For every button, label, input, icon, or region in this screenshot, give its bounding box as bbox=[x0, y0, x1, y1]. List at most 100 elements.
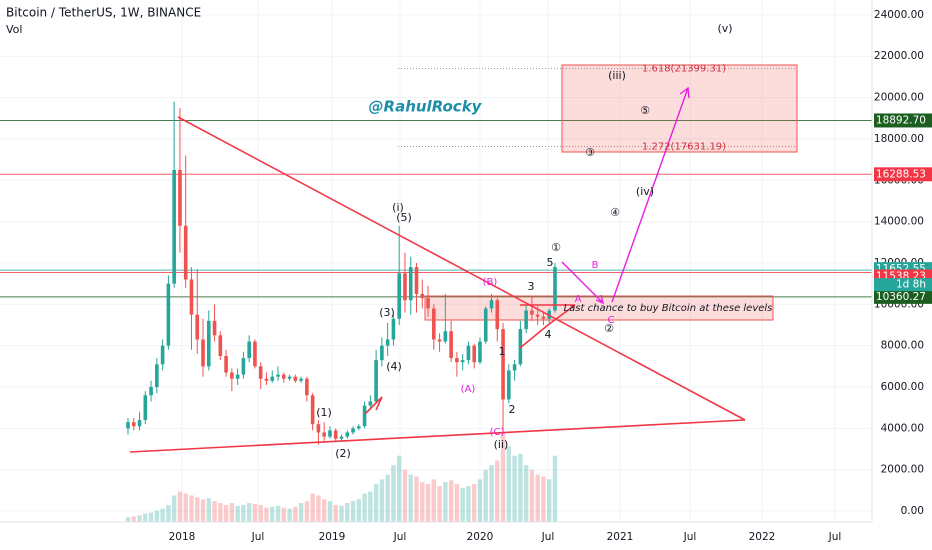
volume-bar bbox=[304, 501, 310, 522]
volume-bar bbox=[131, 516, 136, 522]
candle-body bbox=[189, 279, 194, 315]
wave-label: (1) bbox=[316, 406, 332, 419]
candle-body bbox=[449, 331, 453, 359]
volume-bar bbox=[466, 486, 471, 522]
countdown-badge bbox=[874, 278, 932, 292]
candle-body bbox=[201, 339, 205, 367]
candle-body bbox=[414, 267, 419, 294]
volume-bar bbox=[408, 474, 413, 522]
candle-body bbox=[432, 308, 436, 340]
volume-bar bbox=[223, 504, 229, 522]
candle-body bbox=[530, 310, 534, 315]
candle-body bbox=[374, 360, 378, 402]
arrow bbox=[561, 261, 604, 304]
candle-body bbox=[253, 341, 257, 367]
x-tick-label: Jul bbox=[251, 531, 265, 543]
candle-body bbox=[385, 339, 390, 346]
candle-body bbox=[408, 267, 413, 301]
y-tick-label: 6000.00 bbox=[881, 381, 924, 393]
wave-label: (3) bbox=[379, 306, 395, 319]
volume-bar bbox=[171, 495, 177, 522]
volume-bar bbox=[379, 479, 385, 522]
volume-bar bbox=[437, 486, 442, 522]
candle-body bbox=[230, 372, 234, 379]
arrow-head bbox=[679, 86, 690, 99]
volume-bar bbox=[443, 482, 448, 522]
candle-body bbox=[137, 420, 142, 427]
overlay: 0.002000.004000.006000.008000.0010000.00… bbox=[169, 9, 932, 543]
volume-bar bbox=[189, 495, 194, 522]
volume-bar bbox=[460, 487, 465, 522]
volume-bar bbox=[425, 484, 431, 522]
volume-bar bbox=[339, 505, 344, 522]
candle-body bbox=[264, 378, 269, 381]
wave-label: 1 bbox=[499, 345, 506, 358]
volume-bar bbox=[252, 504, 258, 522]
candle-body bbox=[507, 370, 511, 400]
candle-body bbox=[339, 436, 344, 439]
volume-bar bbox=[200, 499, 206, 522]
volume-bar bbox=[448, 480, 454, 522]
wave-label: A bbox=[575, 294, 582, 305]
y-tick-label: 18000.00 bbox=[874, 133, 924, 145]
trendlines bbox=[129, 116, 746, 453]
price-badge bbox=[874, 167, 932, 182]
volume-bar bbox=[552, 455, 558, 522]
candle-body bbox=[293, 376, 298, 381]
volume-bar bbox=[125, 517, 131, 522]
arrow bbox=[611, 87, 689, 303]
wave-label: (iv) bbox=[636, 185, 654, 198]
volume-bar bbox=[333, 504, 338, 522]
candle-body bbox=[183, 225, 188, 280]
wave-label: C bbox=[608, 315, 615, 326]
x-tick-label: 2020 bbox=[467, 531, 494, 543]
candle-body bbox=[126, 422, 130, 429]
candles-layer bbox=[126, 101, 557, 445]
volume-bar bbox=[166, 504, 171, 522]
volume-bar bbox=[327, 501, 333, 522]
trendline bbox=[177, 116, 746, 421]
wave-label: ① bbox=[551, 241, 561, 254]
candle-body bbox=[160, 345, 165, 365]
price-badge-label: 18892.70 bbox=[876, 114, 926, 126]
volume-bar bbox=[177, 491, 183, 522]
volume-bar bbox=[535, 474, 540, 522]
price-badge bbox=[874, 289, 932, 304]
wave-label: B bbox=[592, 260, 599, 271]
candle-body bbox=[322, 432, 326, 437]
candle-body bbox=[281, 374, 286, 379]
volume-bar bbox=[523, 465, 529, 522]
candle-body bbox=[512, 364, 517, 371]
candle-body bbox=[455, 358, 459, 363]
candle-body bbox=[131, 422, 136, 427]
volume-bar bbox=[281, 507, 286, 522]
candle-body bbox=[391, 318, 396, 340]
price-badge bbox=[874, 113, 932, 128]
price-badge-label: 10360.27 bbox=[876, 291, 926, 303]
wave-label: 4 bbox=[545, 328, 552, 341]
y-tick-label: 22000.00 bbox=[874, 50, 924, 62]
arrows bbox=[561, 86, 690, 305]
volume-bar bbox=[246, 503, 252, 522]
volume-bar bbox=[218, 503, 223, 522]
volume-bar bbox=[275, 505, 281, 522]
volume-bar bbox=[298, 503, 304, 522]
wave-label: (ii) bbox=[494, 438, 509, 451]
trendline bbox=[519, 304, 576, 349]
wave-label: ④ bbox=[610, 206, 620, 219]
candle-body bbox=[143, 395, 148, 421]
candle-body bbox=[541, 316, 546, 319]
candle-body bbox=[172, 169, 176, 284]
y-tick-label: 8000.00 bbox=[881, 340, 924, 352]
candle-body bbox=[155, 364, 159, 388]
candle-body bbox=[345, 432, 350, 437]
candle-body bbox=[501, 329, 505, 400]
candle-body bbox=[299, 378, 303, 381]
grid bbox=[0, 0, 872, 522]
volume-bar bbox=[373, 484, 379, 522]
candle-body bbox=[380, 345, 384, 361]
candle-body bbox=[305, 378, 309, 396]
price-badge-label: 16288.53 bbox=[876, 168, 926, 180]
